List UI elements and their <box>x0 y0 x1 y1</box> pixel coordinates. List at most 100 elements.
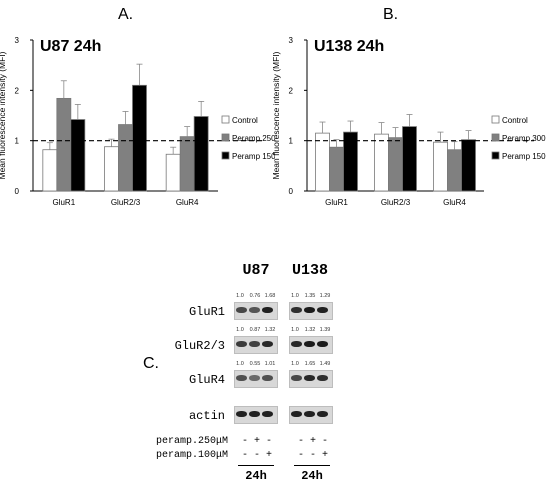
blot-row-label: GluR1 <box>188 305 225 319</box>
y-tick-label: 2 <box>289 86 294 95</box>
bar <box>461 139 476 192</box>
x-tick-label: GluR4 <box>176 198 199 207</box>
legend-label: Control <box>502 116 528 125</box>
chart-u138: 0 1 2 3 Mean fluorescence intensity (MFI) U13… <box>271 36 546 207</box>
densitometry-value: 1.0 <box>236 327 244 333</box>
bar <box>402 126 417 192</box>
densitometry-value: 1.01 <box>264 361 276 367</box>
blot-row-label: GluR2/3 <box>174 339 225 353</box>
panel-label-b: B. <box>383 6 399 23</box>
legend-label: Control <box>232 116 258 125</box>
panel-label-c: C. <box>143 355 159 372</box>
densitometry-value: 1.0 <box>291 327 299 333</box>
bar <box>433 141 448 192</box>
densitometry-value: 1.65 <box>304 361 316 367</box>
densitometry-value: 1.32 <box>304 327 316 333</box>
blot-band <box>291 341 302 347</box>
timepoint-underline <box>238 465 274 466</box>
blot-band <box>262 307 273 313</box>
y-tick-label: 1 <box>289 137 294 146</box>
blot-band <box>262 411 273 417</box>
y-tick-label: 2 <box>15 86 20 95</box>
bar <box>388 137 403 192</box>
cell-line-header: U87 <box>242 262 270 279</box>
cell-line-header: U138 <box>291 262 328 279</box>
x-tick-label: GluR2/3 <box>111 198 141 207</box>
blot-band <box>304 411 315 417</box>
legend-swatch <box>491 133 500 142</box>
treatment-sign: - <box>265 436 272 447</box>
blot-band <box>236 341 247 347</box>
y-tick-label: 0 <box>15 187 20 196</box>
treatment-sign: + <box>253 436 260 447</box>
densitometry-value: 0.87 <box>249 327 261 333</box>
y-axis-label: Mean fluorescence intensity (MFI) <box>0 51 7 179</box>
x-tick-label: GluR4 <box>443 198 466 207</box>
treatment-sign: - <box>241 450 248 461</box>
densitometry-value: 1.68 <box>264 293 276 299</box>
densitometry-value: 0.55 <box>249 361 261 367</box>
x-tick-label: GluR1 <box>325 198 348 207</box>
legend-swatch <box>221 115 230 124</box>
chart-title: U138 24h <box>314 38 384 55</box>
timepoint-underline <box>294 465 330 466</box>
treatment-sign: - <box>297 436 304 447</box>
legend-label: Peramp 250 <box>232 134 275 143</box>
legend-label: Peramp 150 <box>502 152 546 161</box>
chart-title: U87 24h <box>40 38 101 55</box>
y-tick-label: 3 <box>15 36 20 45</box>
legend-swatch <box>221 133 230 142</box>
blot-band <box>236 307 247 313</box>
bar <box>374 133 389 192</box>
densitometry-value: 1.0 <box>291 293 299 299</box>
treatment-label: peramp.100μM <box>155 450 228 461</box>
chart-u87: 0 1 2 3 Mean fluorescence intensity (MFI) U87… <box>0 36 275 207</box>
legend-label: Peramp 150 <box>232 152 275 161</box>
blot-band <box>317 375 328 381</box>
blot-band <box>236 375 247 381</box>
treatment-label: peramp.250μM <box>155 436 228 447</box>
densitometry-value: 0.76 <box>249 293 261 299</box>
densitometry-value: 1.0 <box>291 361 299 367</box>
blot-band <box>249 375 260 381</box>
blot-band <box>262 375 273 381</box>
blot-band <box>236 411 247 417</box>
y-axis-label: Mean fluorescence intensity (MFI) <box>271 51 281 179</box>
blot-band <box>304 307 315 313</box>
blot-band <box>317 411 328 417</box>
legend-swatch <box>221 151 230 160</box>
bar <box>447 149 462 192</box>
blot-band <box>249 411 260 417</box>
panel-label-a: A. <box>118 6 134 23</box>
treatment-sign: + <box>265 450 272 461</box>
blot-row-label: GluR4 <box>188 373 225 387</box>
bar <box>329 146 344 192</box>
blot-row-label: actin <box>188 409 225 423</box>
y-tick-label: 1 <box>15 137 20 146</box>
timepoint-label: 24h <box>245 469 267 483</box>
treatment-sign: + <box>309 436 316 447</box>
y-tick-label: 0 <box>289 187 294 196</box>
blot-band <box>249 341 260 347</box>
blot-band <box>304 341 315 347</box>
densitometry-value: 1.0 <box>236 293 244 299</box>
treatment-sign: - <box>309 450 316 461</box>
legend-swatch <box>491 115 500 124</box>
treatment-sign: - <box>241 436 248 447</box>
blot-band <box>317 341 328 347</box>
densitometry-value: 1.32 <box>264 327 276 333</box>
blot-band <box>291 375 302 381</box>
timepoint-label: 24h <box>301 469 323 483</box>
densitometry-value: 1.39 <box>319 327 331 333</box>
x-tick-label: GluR1 <box>52 198 75 207</box>
blot-band <box>249 307 260 313</box>
blot-band <box>291 411 302 417</box>
treatment-sign: - <box>321 436 328 447</box>
blot-band <box>304 375 315 381</box>
bar <box>315 132 330 192</box>
y-tick-label: 3 <box>289 36 294 45</box>
blot-band <box>262 341 273 347</box>
blot-band <box>291 307 302 313</box>
x-tick-label: GluR2/3 <box>381 198 411 207</box>
legend-label: Peramp 300 <box>502 134 546 143</box>
